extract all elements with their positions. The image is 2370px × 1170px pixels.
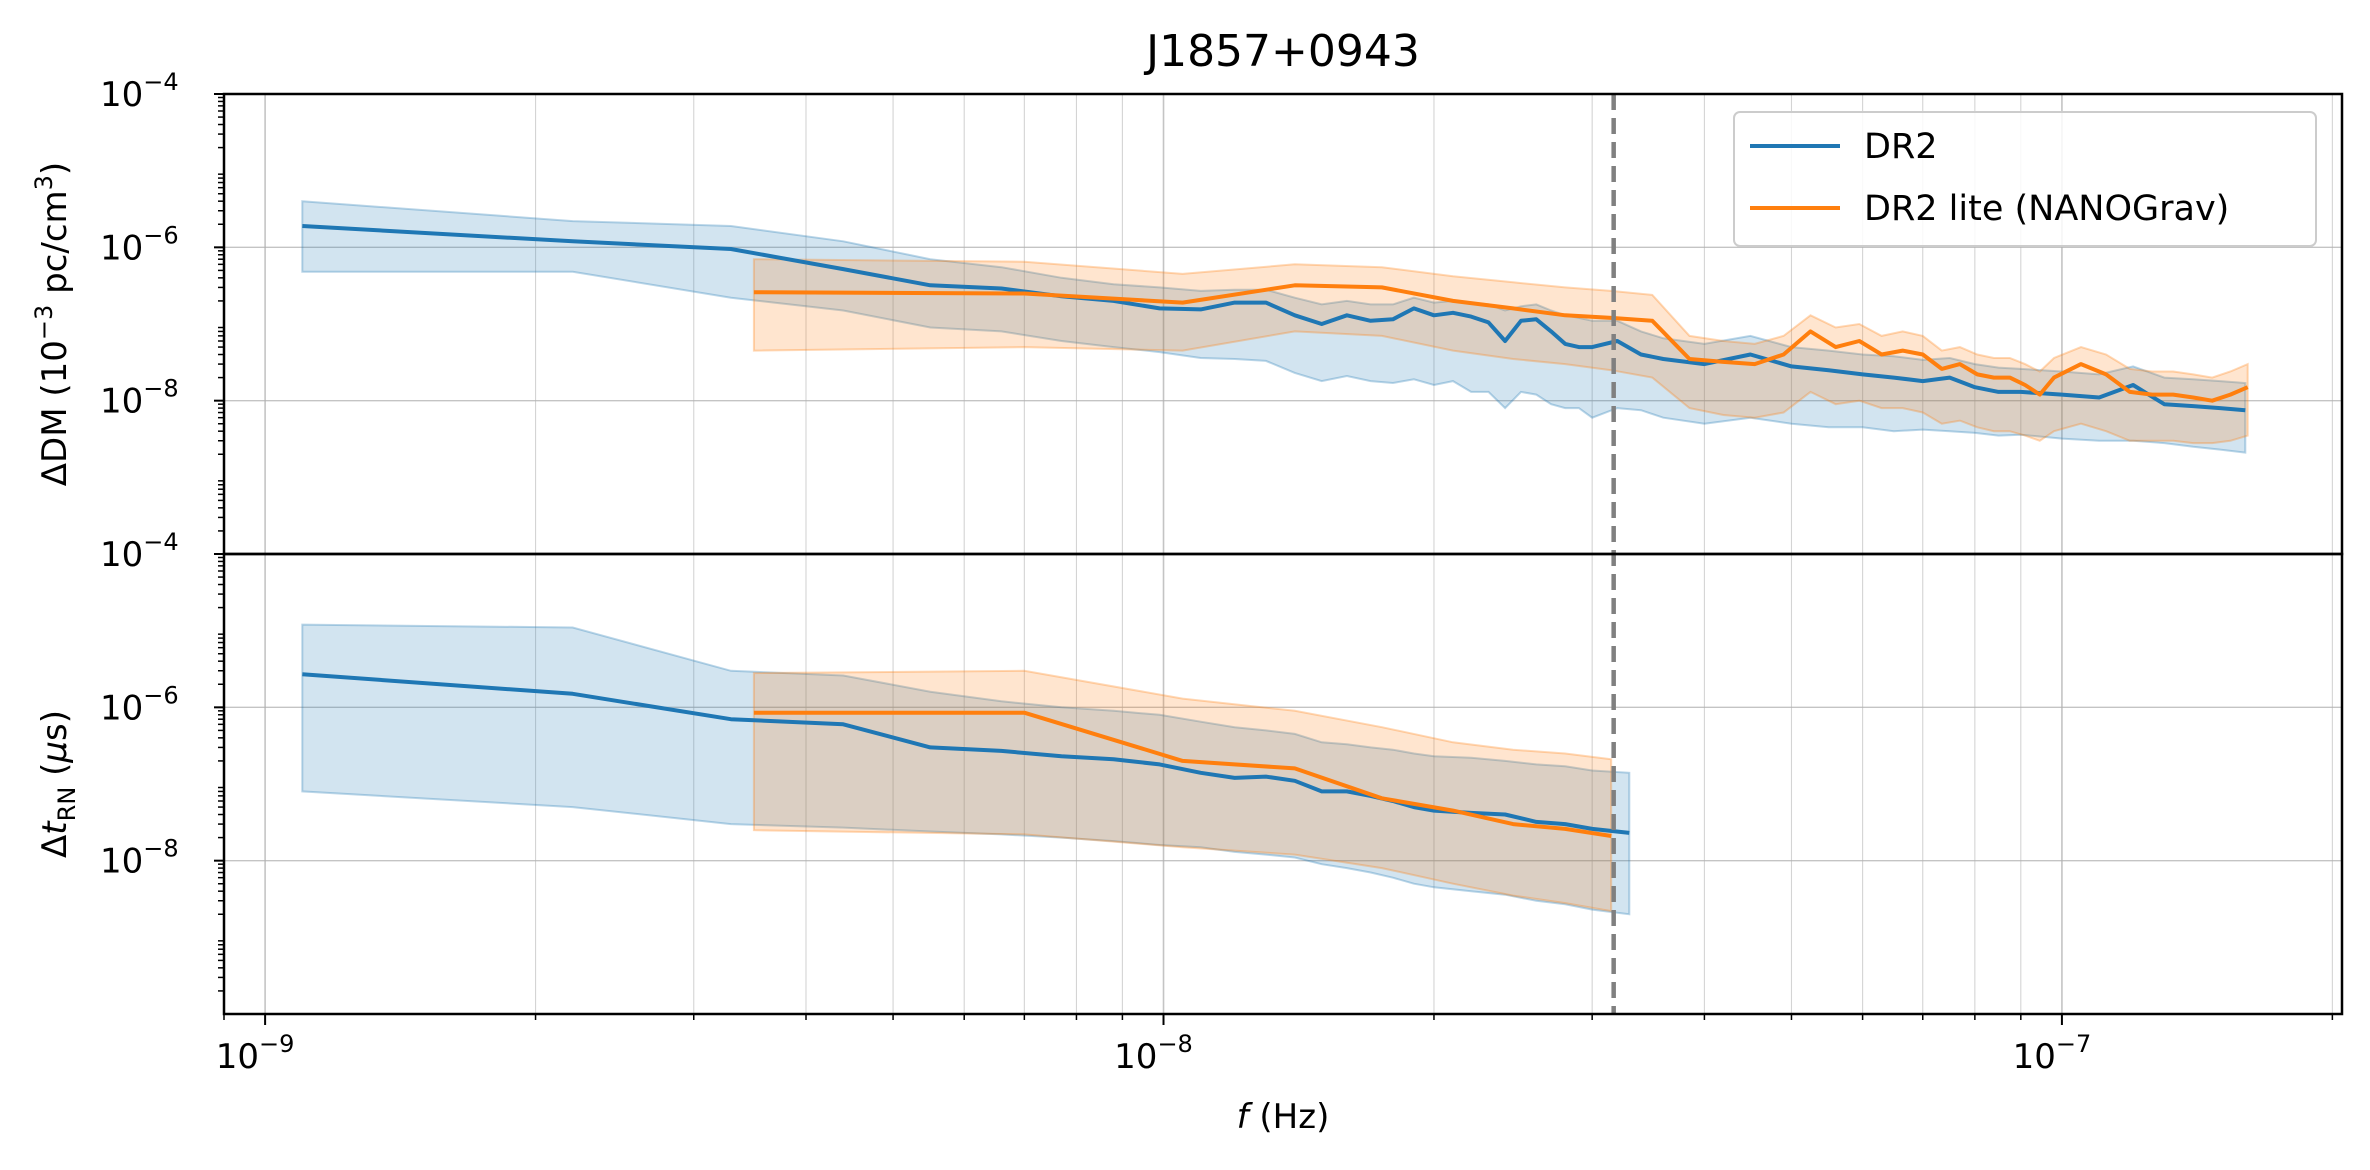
legend: DR2 DR2 lite (NANOGrav) [1733, 111, 2317, 247]
lines-dm [302, 224, 2249, 413]
y-tick-label: 10−4 [100, 528, 179, 575]
y-tick-label: 10−8 [100, 835, 179, 882]
chart-title: J1857+0943 [1143, 26, 1420, 77]
line-rn-dr2 [302, 672, 1630, 835]
line-rn-dr2-lite-nanograv [753, 710, 1612, 838]
line-dm-dr2-lite-nanograv [753, 283, 2249, 403]
band-rn-dr2 [301, 623, 1631, 916]
x-ticks: 10−9 10−8 10−7 [216, 1014, 2334, 1077]
band-dm-dr2-lite-nanograv [752, 258, 2249, 445]
legend-box [1733, 111, 2317, 247]
bands-rn [301, 623, 1631, 916]
grid-dm [224, 94, 2342, 554]
line-dm-dr2 [302, 224, 2246, 413]
x-tick-label: 10−8 [1114, 1030, 1193, 1077]
panel-rn: 10−4 10−6 10−8 ΔtRN (μs) [35, 528, 2342, 1014]
y-axis-label-rn: ΔtRN (μs) [35, 710, 81, 858]
y-ticks-rn: 10−4 10−6 10−8 [100, 528, 224, 992]
y-tick-label: 10−4 [100, 68, 179, 115]
x-tick-label: 10−7 [2013, 1030, 2092, 1077]
grid-rn [224, 554, 2342, 1014]
bands-dm [301, 200, 2249, 454]
x-axis-label: f (Hz) [1237, 1097, 1330, 1137]
axes-frame-rn [222, 552, 2344, 1016]
y-tick-label: 10−8 [100, 375, 179, 422]
band-dm-dr2 [301, 200, 2247, 454]
legend-label-dr2: DR2 [1864, 127, 1938, 167]
y-ticks-dm: 10−4 10−6 10−8 [100, 68, 224, 532]
lines-rn [302, 672, 1630, 838]
y-axis-label-dm: ΔDM (10−3 pc/cm3) [30, 162, 75, 486]
legend-label-dr2-lite: DR2 lite (NANOGrav) [1864, 189, 2229, 229]
panel-dm: 10−4 10−6 10−8 ΔDM (10−3 pc/cm3) [30, 68, 2342, 554]
band-rn-dr2-lite-nanograv [752, 669, 1613, 913]
x-tick-label: 10−9 [216, 1030, 295, 1077]
y-tick-label: 10−6 [100, 221, 179, 268]
y-tick-label: 10−6 [100, 681, 179, 728]
